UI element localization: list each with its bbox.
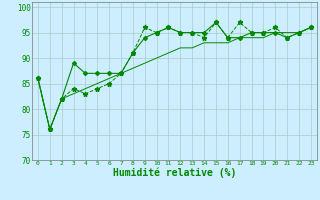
X-axis label: Humidité relative (%): Humidité relative (%)	[113, 167, 236, 178]
